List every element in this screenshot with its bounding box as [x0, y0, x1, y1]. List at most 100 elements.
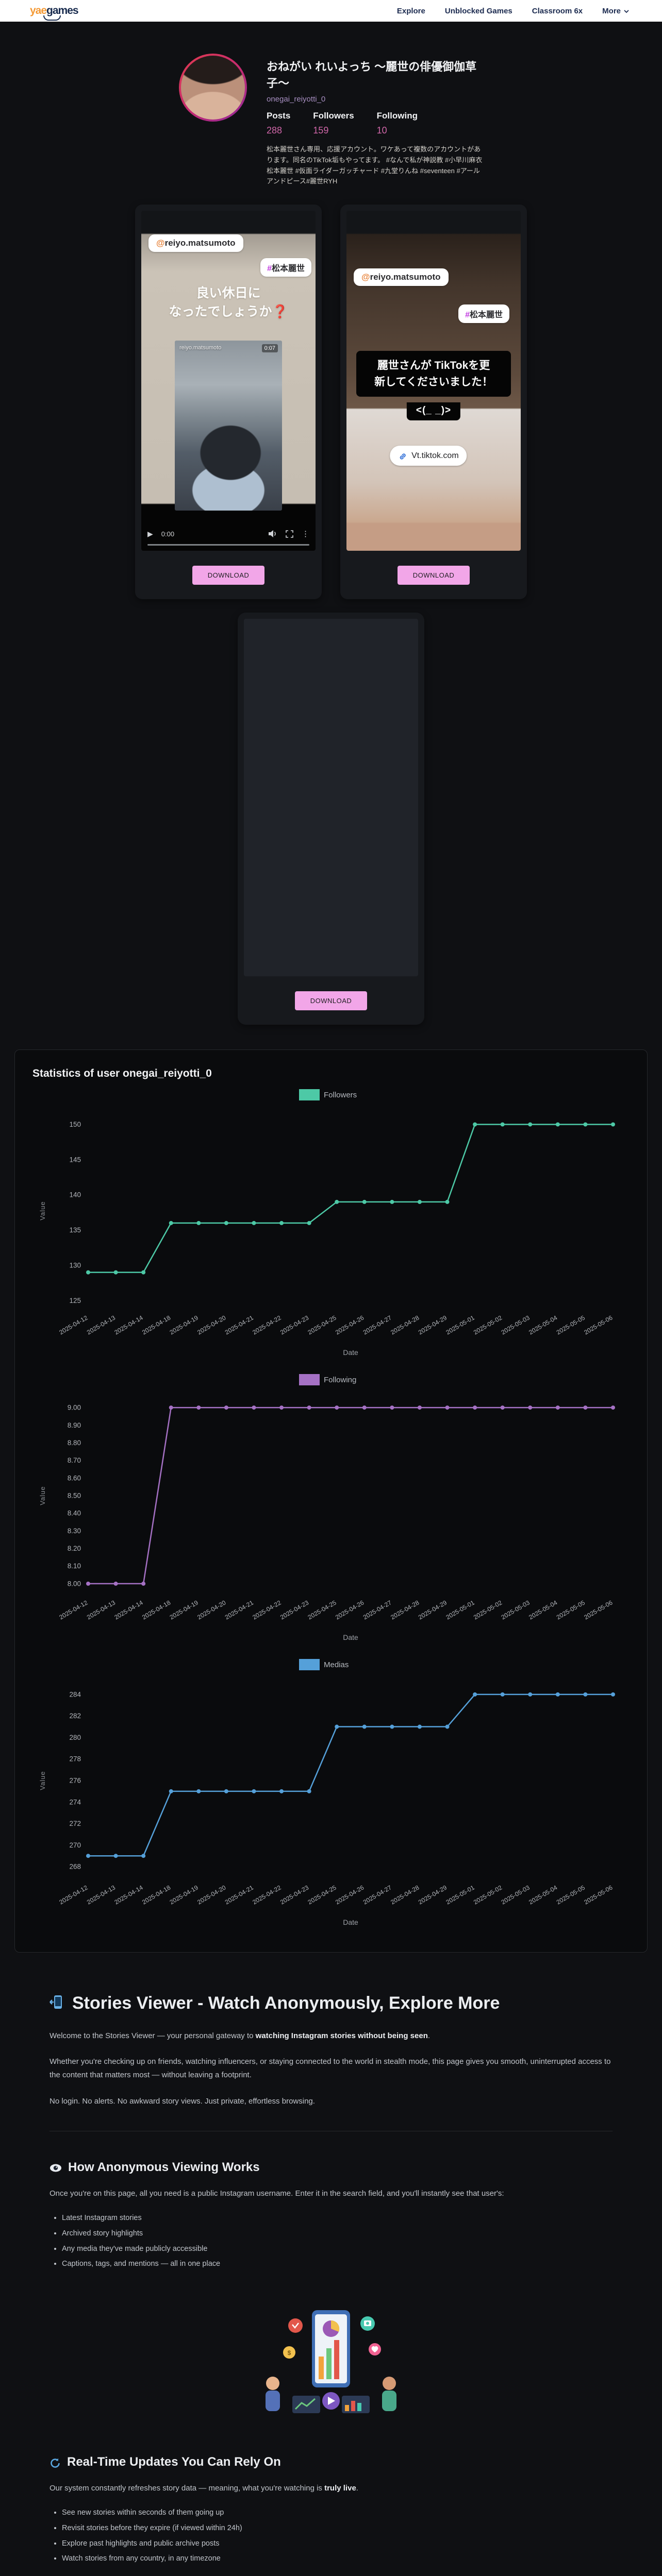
svg-text:8.30: 8.30	[68, 1527, 81, 1535]
refresh-icon	[49, 2458, 61, 2469]
svg-text:2025-05-04: 2025-05-04	[527, 1599, 558, 1621]
data-point	[279, 1221, 284, 1226]
data-point	[390, 1724, 394, 1729]
following-chart: Following Value 8.00 8.10 8.20 8.30 8.40 8.50 8.…	[35, 1369, 627, 1650]
svg-text:2025-04-25: 2025-04-25	[307, 1599, 338, 1621]
svg-text:274: 274	[69, 1798, 81, 1806]
svg-text:276: 276	[69, 1777, 81, 1785]
svg-text:8.90: 8.90	[68, 1421, 81, 1429]
data-point	[86, 1582, 90, 1586]
stories-illustration: $	[246, 2295, 416, 2426]
tiktok-link-text: Vt.tiktok.com	[411, 451, 459, 460]
video-timestamp: 0:00	[161, 530, 175, 538]
svg-text:130: 130	[69, 1262, 81, 1269]
svg-text:2025-04-26: 2025-04-26	[334, 1884, 365, 1906]
volume-icon[interactable]	[268, 530, 277, 538]
data-point	[362, 1200, 367, 1205]
svg-text:280: 280	[69, 1734, 81, 1741]
download-button[interactable]: DOWNLOAD	[397, 565, 470, 585]
svg-text:Date: Date	[343, 1918, 358, 1926]
fullscreen-icon[interactable]	[286, 530, 293, 538]
svg-text:8.60: 8.60	[68, 1475, 81, 1482]
svg-text:8.10: 8.10	[68, 1562, 81, 1570]
story-image-2[interactable]: @reiyo.matsumoto #松本麗世 麗世さんが TikTokを更 新し…	[346, 211, 521, 551]
nav-unblocked-games[interactable]: Unblocked Games	[444, 6, 512, 15]
svg-text:2025-05-01: 2025-05-01	[444, 1314, 475, 1336]
data-point	[252, 1789, 256, 1794]
video-progress-bar[interactable]	[147, 544, 309, 546]
svg-text:125: 125	[69, 1297, 81, 1304]
data-point	[528, 1122, 533, 1127]
profile-username: onegai_reiyotti_0	[267, 95, 326, 104]
story-placeholder[interactable]	[244, 619, 418, 977]
svg-text:2025-05-05: 2025-05-05	[555, 1599, 586, 1621]
realtime-list: See new stories within seconds of them g…	[62, 2505, 613, 2567]
svg-text:2025-04-23: 2025-04-23	[279, 1599, 310, 1621]
svg-text:2025-04-13: 2025-04-13	[86, 1599, 117, 1621]
data-point	[169, 1789, 173, 1794]
svg-text:2025-05-06: 2025-05-06	[583, 1599, 614, 1621]
data-point	[224, 1789, 228, 1794]
legend-swatch	[299, 1659, 320, 1671]
data-point	[417, 1724, 422, 1729]
statistics-title: Statistics of user onegai_reiyotti_0	[32, 1067, 212, 1080]
data-point	[445, 1724, 450, 1729]
question-mark: ❓	[272, 304, 288, 319]
data-point	[196, 1405, 201, 1410]
svg-text:2025-04-14: 2025-04-14	[113, 1884, 144, 1906]
data-point	[307, 1789, 311, 1794]
data-point	[583, 1405, 588, 1410]
nav-more[interactable]: More	[602, 7, 629, 15]
svg-text:2025-05-04: 2025-05-04	[527, 1884, 558, 1906]
story-emoticon: <(_ _)>	[406, 402, 461, 421]
svg-text:2025-04-12: 2025-04-12	[58, 1314, 89, 1336]
data-point	[555, 1405, 560, 1410]
svg-text:272: 272	[69, 1820, 81, 1827]
svg-text:2025-04-28: 2025-04-28	[389, 1314, 420, 1336]
clip-username: reiyo.matsumoto	[179, 345, 222, 351]
svg-text:Value: Value	[39, 1486, 46, 1505]
data-point	[528, 1692, 533, 1697]
data-point	[473, 1122, 477, 1127]
svg-text:8.80: 8.80	[68, 1439, 81, 1447]
data-point	[335, 1724, 339, 1729]
site-logo[interactable]: yae games	[30, 5, 79, 21]
svg-text:9.00: 9.00	[68, 1404, 81, 1412]
list-item: Any media they've made publicly accessib…	[62, 2242, 613, 2257]
story-video-1[interactable]: @reiyo.matsumoto #松本麗世 良い休日に なったでしょうか❓ r…	[141, 211, 316, 551]
nav-explore[interactable]: Explore	[396, 6, 425, 15]
data-point	[583, 1122, 588, 1127]
medias-chart: Medias Value 268 270 272 274 276 278 280 282 284 20…	[35, 1654, 627, 1935]
svg-text:2025-05-05: 2025-05-05	[555, 1884, 586, 1906]
legend-label: Medias	[324, 1660, 349, 1669]
handle-pill: @reiyo.matsumoto	[148, 234, 243, 252]
logo-swash	[43, 15, 61, 21]
legend-swatch	[299, 1374, 320, 1386]
story-card-3: DOWNLOAD	[238, 613, 424, 1025]
data-point	[307, 1221, 311, 1226]
more-options-icon[interactable]: ⋮	[302, 530, 309, 539]
svg-text:2025-04-18: 2025-04-18	[141, 1314, 172, 1336]
nav-classroom-6x[interactable]: Classroom 6x	[532, 6, 583, 15]
data-point	[528, 1405, 533, 1410]
profile-header: おねがい れいよっち 〜麗世の俳優御伽草子〜 onegai_reiyotti_0…	[0, 54, 662, 187]
data-point	[417, 1405, 422, 1410]
download-button[interactable]: DOWNLOAD	[294, 991, 368, 1010]
seo-content: Stories Viewer - Watch Anonymously, Expl…	[49, 1990, 613, 2576]
data-point	[445, 1405, 450, 1410]
svg-text:268: 268	[69, 1863, 81, 1871]
data-point	[252, 1221, 256, 1226]
logo-text-rest: games	[46, 5, 79, 16]
section-realtime-title: Real-Time Updates You Can Rely On	[49, 2455, 613, 2469]
svg-text:2025-04-21: 2025-04-21	[224, 1884, 255, 1906]
data-point	[86, 1854, 90, 1858]
list-item: Captions, tags, and mentions — all in on…	[62, 2257, 613, 2272]
download-button[interactable]: DOWNLOAD	[192, 565, 265, 585]
data-point	[169, 1221, 173, 1226]
data-point	[169, 1405, 173, 1410]
hashtag-pill: #松本麗世	[458, 304, 509, 324]
svg-text:2025-04-28: 2025-04-28	[389, 1884, 420, 1906]
play-button[interactable]: ▶	[147, 529, 153, 538]
svg-text:2025-04-19: 2025-04-19	[169, 1884, 200, 1906]
svg-text:8.20: 8.20	[68, 1545, 81, 1552]
